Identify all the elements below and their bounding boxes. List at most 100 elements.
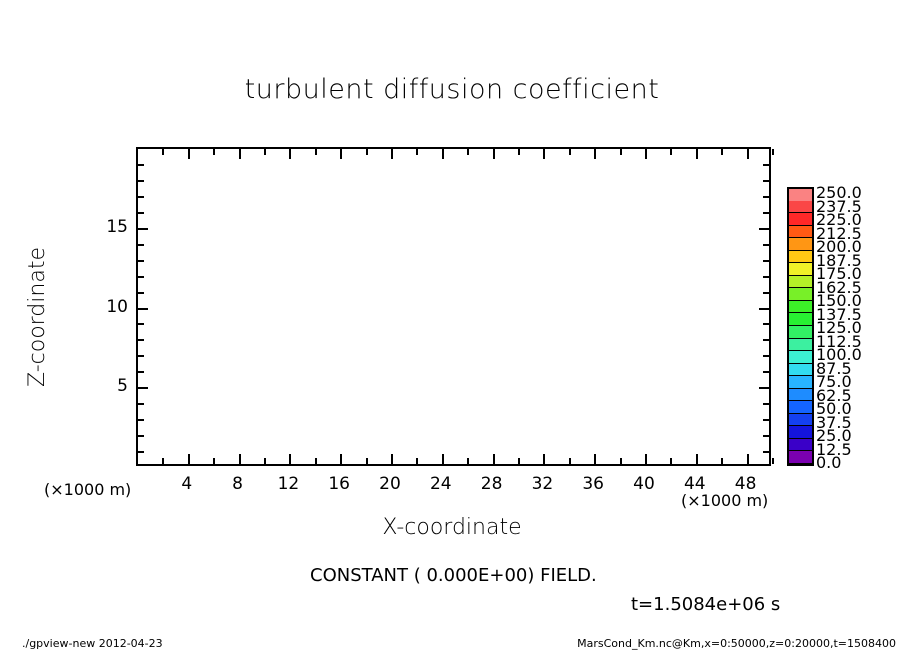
axis-tick (721, 149, 724, 155)
x-axis-title: X-coordinate (382, 515, 522, 540)
axis-tick (492, 454, 495, 464)
axis-tick (518, 458, 520, 464)
axis-tick (763, 243, 769, 246)
colorbar-tick-label: 50.0 (816, 399, 852, 418)
axis-tick (289, 454, 292, 464)
axis-tick (238, 149, 241, 159)
colorbar-segment (789, 363, 812, 377)
axis-tick (187, 454, 190, 464)
axis-tick (289, 149, 292, 159)
axis-tick (340, 454, 343, 464)
colorbar-segment (789, 225, 812, 239)
colorbar-segment (789, 451, 812, 464)
page-title: turbulent diffusion coefficient (244, 74, 660, 105)
axis-tick (416, 149, 419, 155)
axis-tick (314, 458, 317, 464)
axis-tick (391, 149, 393, 159)
colorbar-segment (789, 288, 812, 301)
axis-tick (518, 149, 520, 155)
colorbar-segment (789, 200, 812, 214)
axis-tick (138, 211, 144, 214)
axis-tick (763, 179, 769, 182)
colorbar-segment (789, 213, 812, 226)
colorbar-segment (789, 351, 812, 364)
y-tick-label: 5 (117, 376, 128, 397)
axis-tick (264, 458, 266, 464)
axis-tick (391, 454, 393, 464)
axis-tick (441, 149, 444, 159)
colorbar (787, 187, 814, 466)
axis-tick (138, 307, 148, 310)
y-axis-title: Z-coordinate (25, 192, 58, 392)
axis-tick (759, 387, 769, 390)
y-tick-label: 15 (106, 216, 128, 237)
axis-tick (416, 458, 419, 464)
axis-tick (441, 454, 444, 464)
colorbar-segment (789, 300, 812, 314)
colorbar-tick-label: 25.0 (816, 426, 852, 445)
axis-tick (763, 195, 769, 198)
axis-tick (759, 227, 769, 230)
axis-tick (138, 291, 144, 294)
axis-tick (138, 323, 144, 326)
axis-tick (763, 419, 769, 422)
axis-tick (746, 149, 749, 159)
axis-tick (568, 149, 571, 155)
x-axis-unit-left: (×1000 m) (44, 480, 132, 499)
axis-tick (763, 259, 769, 262)
axis-tick (467, 458, 470, 464)
axis-tick (162, 149, 165, 155)
axis-tick (138, 419, 144, 422)
axis-tick (619, 149, 622, 155)
axis-tick (162, 458, 165, 464)
colorbar-segment (789, 313, 812, 326)
axis-tick (213, 458, 216, 464)
x-tick-label: 12 (277, 474, 300, 494)
x-tick-label: 44 (683, 474, 706, 494)
axis-tick (763, 339, 769, 342)
colorbar-segment (789, 238, 812, 251)
axis-tick (138, 227, 148, 230)
axis-tick (138, 259, 144, 262)
colorbar-segment (789, 338, 812, 352)
axis-tick (314, 149, 317, 155)
axis-tick (543, 149, 546, 159)
axis-tick (763, 403, 769, 406)
axis-tick (138, 435, 144, 438)
x-tick-label: 40 (633, 474, 655, 494)
axis-tick (645, 149, 647, 159)
colorbar-labels: 0.0 12.5 25.0 37.5 50.0 62.5 75.0 87.5 100.0 112.… (814, 180, 900, 474)
colorbar-tick-label: 175.0 (816, 264, 862, 283)
axis-tick (763, 355, 769, 358)
axis-tick (763, 211, 769, 214)
axis-tick (138, 403, 144, 406)
axis-tick (746, 454, 749, 464)
x-tick-label: 4 (181, 474, 193, 494)
x-tick-label: 48 (734, 474, 757, 494)
axis-tick (467, 149, 470, 155)
axis-tick (138, 275, 144, 278)
x-tick-label: 8 (232, 474, 244, 494)
axis-tick (568, 458, 571, 464)
axis-tick (772, 149, 774, 155)
axis-tick (763, 451, 769, 454)
axis-tick (492, 149, 495, 159)
colorbar-segment (789, 250, 812, 264)
axis-tick (365, 149, 368, 155)
axis-tick (763, 323, 769, 326)
constant-field-note: CONSTANT ( 0.000E+00) FIELD. (310, 565, 597, 586)
axis-tick (763, 371, 769, 374)
axis-tick (763, 291, 769, 294)
axis-tick (365, 458, 368, 464)
y-tick-label: 10 (106, 296, 128, 317)
x-tick-label: 20 (379, 474, 401, 494)
axis-tick (138, 179, 144, 182)
axis-tick (138, 451, 144, 454)
x-tick-label: 16 (328, 474, 351, 494)
colorbar-tick-label: 0.0 (816, 453, 842, 472)
colorbar-segment (789, 438, 812, 452)
axis-tick (645, 454, 647, 464)
axis-tick (187, 149, 190, 159)
axis-tick (763, 275, 769, 278)
axis-tick (594, 149, 597, 159)
